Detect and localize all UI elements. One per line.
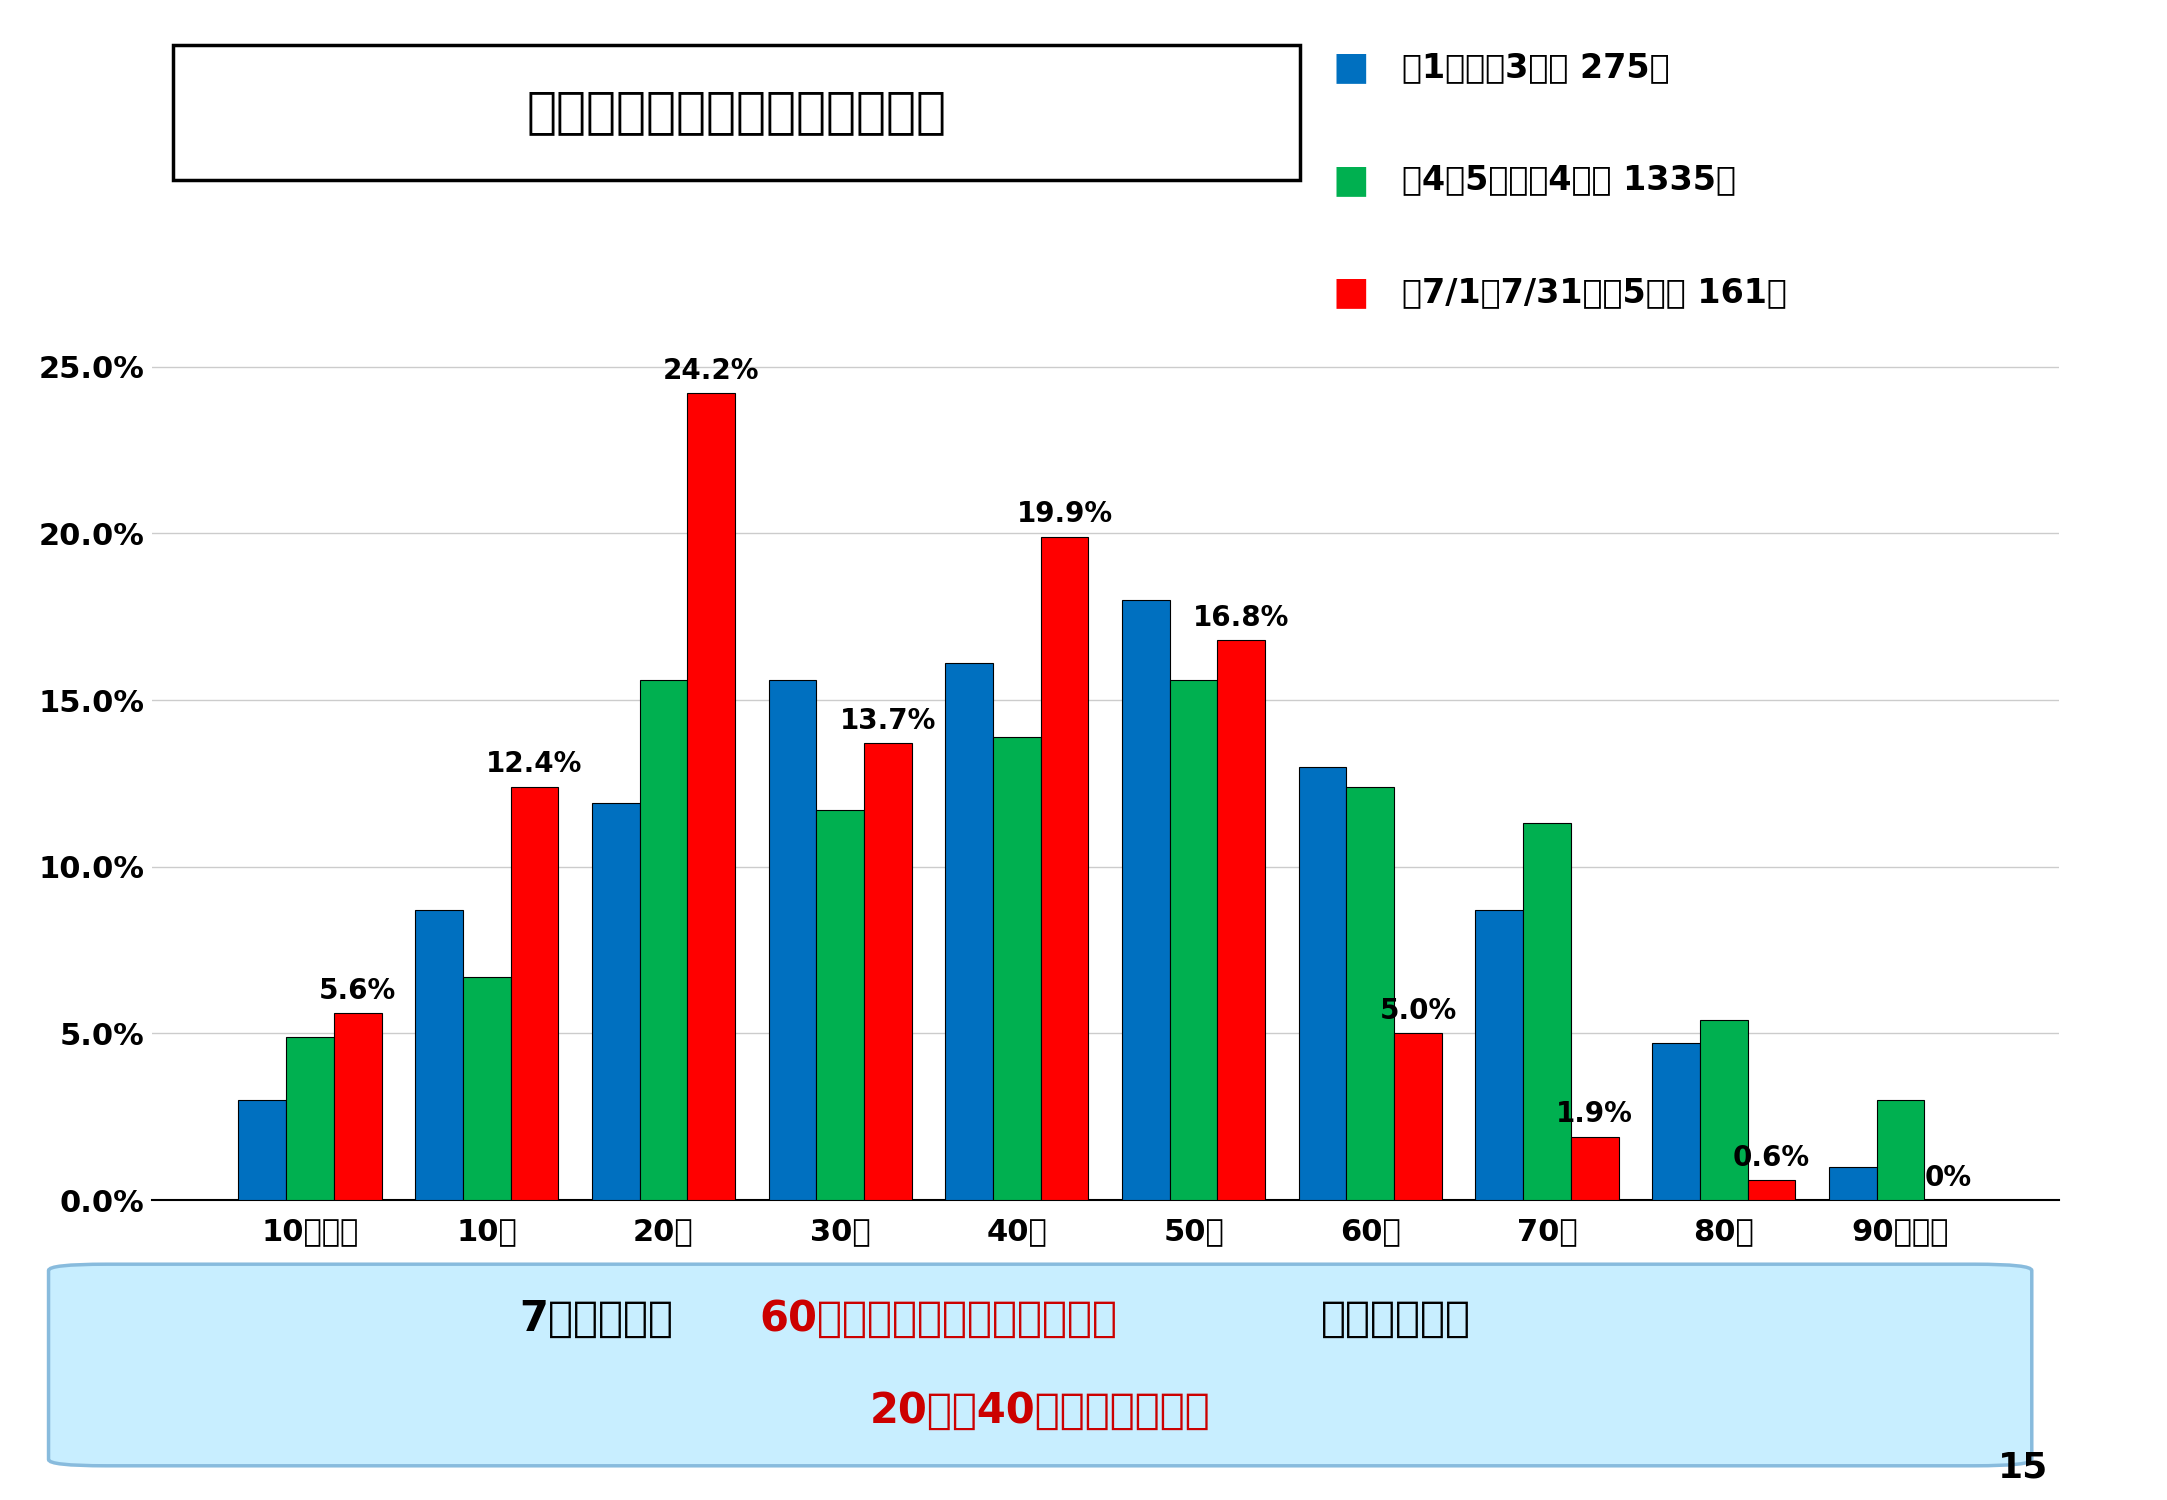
- Bar: [992, 736, 1040, 1200]
- Bar: [238, 1100, 286, 1200]
- Bar: [1651, 1044, 1699, 1200]
- Text: 19.9%: 19.9%: [1016, 501, 1112, 528]
- Text: ■: ■: [1333, 273, 1370, 312]
- Text: 16.8%: 16.8%: [1194, 603, 1289, 632]
- FancyBboxPatch shape: [173, 45, 1300, 180]
- Text: ：4・5月（第4波） 1335人: ：4・5月（第4波） 1335人: [1402, 164, 1736, 196]
- Bar: [945, 663, 992, 1200]
- Bar: [334, 1014, 381, 1200]
- Text: 24.2%: 24.2%: [663, 357, 758, 386]
- Text: 13.7%: 13.7%: [839, 706, 936, 735]
- Bar: [687, 393, 735, 1200]
- Bar: [1571, 1137, 1619, 1200]
- Text: ■: ■: [1333, 48, 1370, 87]
- Text: 0%: 0%: [1924, 1164, 1972, 1191]
- Text: ■: ■: [1333, 160, 1370, 200]
- Bar: [1877, 1100, 1924, 1200]
- Bar: [1476, 910, 1523, 1200]
- Text: ：7/1～7/31（第5波） 161人: ：7/1～7/31（第5波） 161人: [1402, 276, 1788, 309]
- Bar: [1123, 600, 1170, 1200]
- Bar: [1170, 680, 1218, 1200]
- Text: 15: 15: [1998, 1450, 2048, 1485]
- Bar: [1829, 1167, 1877, 1200]
- Bar: [592, 804, 639, 1200]
- Bar: [286, 1036, 334, 1200]
- Bar: [865, 744, 912, 1200]
- Bar: [1040, 537, 1088, 1200]
- Bar: [1393, 1034, 1441, 1200]
- Bar: [1523, 824, 1571, 1200]
- Text: 20代～40代の割合が増加: 20代～40代の割合が増加: [869, 1390, 1211, 1432]
- Bar: [1346, 786, 1393, 1200]
- Bar: [1747, 1180, 1794, 1200]
- Text: ：1月（第3波） 275人: ：1月（第3波） 275人: [1402, 51, 1671, 84]
- Text: 市内感染者の年代別割合の推移: 市内感染者の年代別割合の推移: [527, 88, 947, 136]
- Text: 5.6%: 5.6%: [319, 976, 397, 1005]
- Bar: [464, 976, 511, 1200]
- Text: 0.6%: 0.6%: [1734, 1143, 1809, 1172]
- Bar: [416, 910, 464, 1200]
- Text: 12.4%: 12.4%: [485, 750, 583, 778]
- Text: 5.0%: 5.0%: [1380, 998, 1456, 1024]
- Bar: [639, 680, 687, 1200]
- Bar: [1699, 1020, 1747, 1200]
- Text: している一方: している一方: [1320, 1298, 1471, 1340]
- Bar: [769, 680, 817, 1200]
- Bar: [1218, 640, 1266, 1200]
- FancyBboxPatch shape: [48, 1264, 2033, 1466]
- Text: 1.9%: 1.9%: [1556, 1101, 1634, 1128]
- Bar: [511, 786, 559, 1200]
- Text: 60代以上の割合が大きく減少: 60代以上の割合が大きく減少: [761, 1298, 1118, 1340]
- Bar: [1298, 766, 1346, 1200]
- Text: 7月からは、: 7月からは、: [520, 1298, 674, 1340]
- Bar: [817, 810, 865, 1200]
